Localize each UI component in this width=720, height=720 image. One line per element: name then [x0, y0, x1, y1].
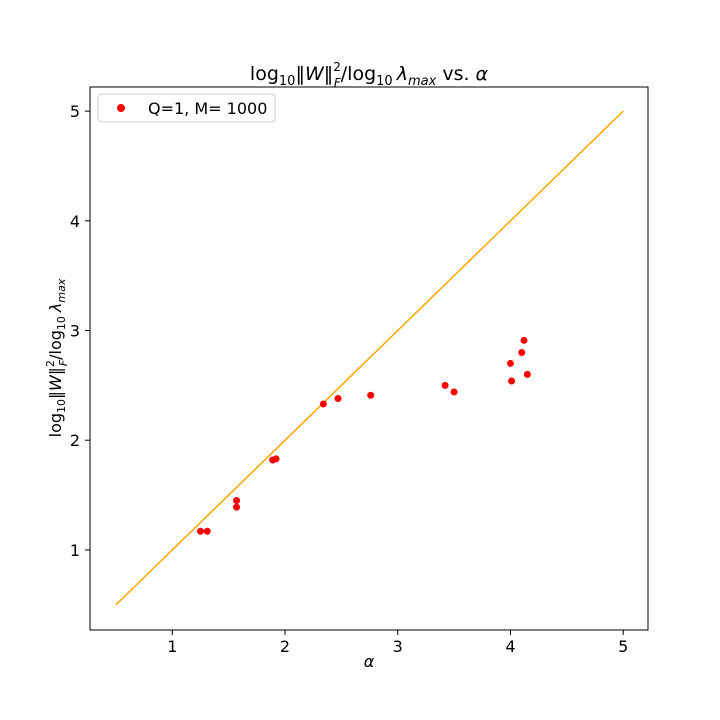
data-point — [450, 388, 458, 396]
y-tick-label: 1 — [70, 541, 80, 560]
data-point — [506, 359, 514, 367]
x-axis-ticks: 1 2 3 4 5 — [167, 630, 628, 656]
x-tick-label: 4 — [505, 637, 515, 656]
data-point — [518, 348, 526, 356]
data-point — [367, 391, 375, 399]
y-tick-label: 5 — [70, 102, 80, 121]
x-axis-label: α — [364, 652, 375, 671]
y-tick-label: 4 — [70, 212, 80, 231]
data-point — [272, 455, 280, 463]
reference-line — [115, 110, 624, 606]
data-point — [233, 497, 241, 505]
data-points-layer — [196, 336, 531, 535]
data-point — [203, 527, 211, 535]
legend-box — [97, 93, 276, 123]
data-point — [508, 377, 516, 385]
x-tick-label: 5 — [618, 637, 628, 656]
x-tick-label: 3 — [393, 637, 403, 656]
data-point — [520, 336, 528, 344]
data-point — [523, 370, 531, 378]
legend-marker — [117, 104, 125, 112]
data-point — [441, 381, 449, 389]
data-point — [233, 503, 241, 511]
y-axis-ticks: 1 2 3 4 5 — [70, 102, 90, 560]
chart-title: log10‖W‖2 F/log10 λmax vs. α — [250, 60, 489, 90]
y-tick-label: 3 — [70, 322, 80, 341]
data-point — [334, 395, 342, 403]
legend: Q=1, M= 1000 — [97, 93, 276, 123]
y-axis-label: log10‖W‖2F/log10λmax — [44, 278, 70, 437]
reference-line-layer — [115, 110, 624, 606]
plot-area-frame — [89, 86, 649, 631]
data-point — [196, 527, 204, 535]
data-point — [319, 400, 327, 408]
x-tick-label: 1 — [167, 637, 177, 656]
y-tick-label: 2 — [70, 431, 80, 450]
legend-label: Q=1, M= 1000 — [148, 99, 267, 118]
x-tick-label: 2 — [280, 637, 290, 656]
